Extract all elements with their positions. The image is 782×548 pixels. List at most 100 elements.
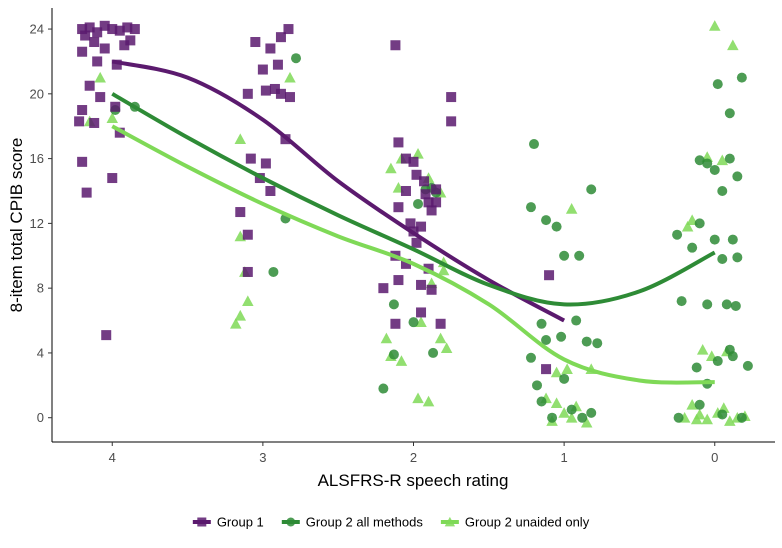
point-group-2-unaided-only-35 [565, 411, 578, 423]
point-group-1-52 [400, 185, 411, 196]
point-group-2-all-methods-22 [541, 334, 552, 345]
point-group-2-all-methods-16 [541, 215, 552, 226]
point-group-2-all-methods-46 [732, 252, 743, 263]
point-group-2-all-methods-41 [732, 171, 743, 182]
point-group-2-all-methods-37 [702, 158, 713, 169]
legend-item-group-2-all-methods: Group 2 all methods [281, 515, 424, 530]
point-group-1-49 [408, 156, 419, 167]
point-group-1-70 [416, 307, 427, 318]
point-group-1-48 [400, 153, 411, 164]
point-group-1-22 [114, 127, 125, 138]
point-group-2-all-methods-47 [717, 254, 728, 265]
legend-key-marker [197, 517, 207, 527]
point-group-2-unaided-only-50 [701, 413, 713, 425]
y-tick-label-12: 12 [30, 216, 44, 231]
point-group-2-all-methods-49 [694, 218, 705, 229]
point-group-2-all-methods-48 [709, 234, 720, 245]
point-group-1-12 [125, 35, 136, 46]
point-group-2-all-methods-33 [525, 352, 536, 363]
point-group-2-all-methods-19 [574, 250, 585, 261]
trend-line-group-2-unaided-only [111, 124, 715, 385]
point-group-1-43 [235, 207, 246, 218]
legend-label: Group 1 [217, 515, 264, 530]
point-group-1-66 [393, 275, 404, 286]
point-group-1-51 [419, 176, 430, 187]
point-group-2-unaided-only-28 [561, 363, 573, 375]
point-group-2-all-methods-45 [727, 234, 738, 245]
point-group-2-unaided-only-26 [415, 316, 427, 328]
point-group-1-72 [435, 318, 446, 329]
legend-key-marker [444, 516, 456, 527]
point-group-1-54 [420, 189, 431, 200]
point-group-1-50 [411, 169, 422, 180]
point-group-1-26 [101, 330, 112, 341]
point-group-1-18 [77, 105, 88, 116]
point-group-2-all-methods-13 [408, 317, 419, 328]
point-group-2-unaided-only-4 [234, 133, 247, 145]
point-group-2-all-methods-35 [672, 229, 683, 240]
y-tick-label-24: 24 [30, 22, 44, 37]
point-group-1-35 [283, 24, 294, 35]
point-group-2-all-methods-38 [709, 164, 720, 175]
point-group-2-all-methods-60 [717, 409, 728, 420]
point-group-2-unaided-only-23 [440, 342, 453, 353]
trend-line-group-2-all-methods [111, 92, 716, 307]
point-group-1-69 [426, 284, 437, 295]
point-group-2-unaided-only-32 [550, 397, 563, 409]
x-tick-label-0: 0 [711, 450, 718, 465]
point-group-1-59 [426, 205, 437, 216]
point-group-2-all-methods-18 [559, 250, 570, 261]
point-group-1-62 [411, 237, 422, 248]
point-group-1-30 [275, 88, 286, 99]
point-group-1-9 [89, 37, 100, 48]
point-group-1-32 [250, 37, 261, 48]
point-group-1-45 [242, 266, 253, 277]
x-tick-label-4: 4 [109, 450, 116, 465]
point-group-2-all-methods-42 [736, 72, 747, 83]
point-group-2-all-methods-51 [702, 299, 713, 310]
point-group-2-unaided-only-12 [385, 162, 397, 174]
point-group-1-37 [257, 64, 268, 75]
point-group-1-17 [95, 92, 106, 103]
point-group-2-all-methods-2 [291, 53, 302, 64]
point-group-1-47 [393, 137, 404, 148]
point-group-2-all-methods-15 [525, 202, 536, 213]
point-group-2-unaided-only-42 [681, 220, 694, 232]
x-tick-label-3: 3 [259, 450, 266, 465]
point-group-1-64 [400, 258, 411, 269]
point-group-2-unaided-only-8 [230, 318, 242, 329]
point-group-2-all-methods-20 [586, 184, 597, 195]
x-ticks: 4 3 2 1 0 [109, 442, 718, 465]
point-group-2-unaided-only-3 [284, 71, 296, 83]
point-group-1-0 [77, 24, 88, 35]
point-group-2-all-methods-14 [529, 139, 539, 150]
legend-item-group-1: Group 1 [192, 515, 264, 530]
point-group-1-16 [84, 80, 95, 91]
point-group-2-all-methods-54 [676, 296, 687, 307]
point-group-1-3 [99, 20, 110, 31]
point-group-1-21 [74, 116, 85, 127]
point-group-2-unaided-only-27 [565, 203, 578, 214]
point-group-1-57 [405, 218, 416, 229]
point-group-1-33 [265, 43, 276, 54]
point-group-1-34 [275, 32, 286, 43]
y-tick-label-4: 4 [37, 345, 44, 360]
legend-label: Group 2 all methods [306, 515, 424, 530]
point-group-1-2 [92, 27, 103, 38]
point-group-1-68 [416, 279, 427, 290]
point-group-2-unaided-only-7 [242, 295, 254, 306]
point-group-2-unaided-only-19 [380, 332, 393, 344]
point-group-1-42 [265, 185, 276, 196]
point-group-1-4 [107, 24, 118, 35]
point-group-2-all-methods-8 [413, 198, 424, 209]
point-group-2-unaided-only-29 [550, 366, 563, 378]
point-group-1-73 [446, 116, 457, 127]
point-group-2-all-methods-21 [536, 318, 547, 329]
point-group-2-all-methods-59 [694, 399, 705, 410]
point-group-1-46 [390, 40, 401, 51]
point-group-2-all-methods-43 [712, 79, 723, 90]
point-group-1-40 [260, 158, 271, 169]
trend-lines [111, 59, 716, 385]
point-group-1-36 [272, 59, 283, 70]
